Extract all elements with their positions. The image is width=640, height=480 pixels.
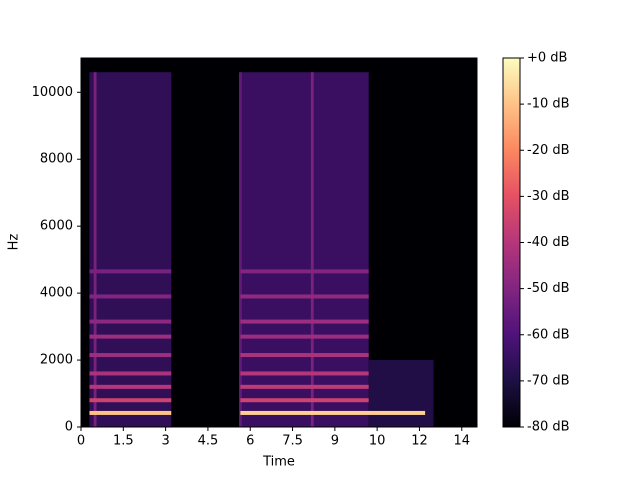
colorbar-tick-label: -40 dB — [527, 235, 570, 250]
colorbar-tick-label: -60 dB — [527, 327, 570, 342]
energy-region — [240, 72, 369, 427]
harmonic-band — [240, 398, 369, 403]
x-tick-label: 3 — [161, 434, 169, 449]
harmonic-band — [240, 269, 369, 274]
energy-region — [310, 72, 314, 427]
x-tick-label: 10 — [369, 434, 386, 449]
harmonic-band — [240, 319, 369, 324]
y-tick-label: 0 — [65, 420, 73, 435]
colorbar-tick-label: -70 dB — [527, 373, 570, 388]
energy-region — [238, 72, 242, 427]
x-tick-label: 14 — [453, 434, 470, 449]
colorbar-tick-label: -20 dB — [527, 143, 570, 158]
harmonic-band — [240, 371, 369, 376]
harmonic-band — [89, 294, 172, 299]
x-tick-label: 0 — [77, 434, 85, 449]
harmonic-band — [89, 384, 172, 389]
harmonic-band — [89, 334, 172, 339]
harmonic-band — [89, 410, 172, 415]
y-tick-label: 4000 — [40, 286, 73, 301]
harmonic-band — [89, 319, 172, 324]
colorbar — [502, 57, 521, 428]
colorbar-tick-label: -50 dB — [527, 281, 570, 296]
harmonic-band — [89, 269, 172, 274]
y-tick-label: 6000 — [40, 219, 73, 234]
colorbar-tick-label: -80 dB — [527, 420, 570, 435]
harmonic-band — [240, 353, 369, 358]
harmonic-band — [89, 353, 172, 358]
harmonic-band — [89, 398, 172, 403]
harmonic-band — [240, 294, 369, 299]
harmonic-band — [240, 410, 426, 415]
energy-region — [89, 72, 172, 427]
colorbar-tick-label: -30 dB — [527, 189, 570, 204]
plot-frame — [80, 57, 478, 428]
y-axis-label: Hz — [7, 234, 22, 251]
y-tick-label: 8000 — [40, 152, 73, 167]
harmonic-band — [240, 334, 369, 339]
x-tick-label: 9 — [331, 434, 339, 449]
x-axis-label: Time — [262, 455, 295, 470]
x-tick-label: 1.5 — [113, 434, 134, 449]
energy-region — [368, 360, 434, 427]
y-tick-label: 10000 — [32, 85, 73, 100]
y-tick-label: 2000 — [40, 353, 73, 368]
harmonic-band — [240, 384, 369, 389]
x-tick-label: 6 — [246, 434, 254, 449]
colorbar-tick-label: -10 dB — [527, 97, 570, 112]
energy-region — [93, 72, 97, 427]
harmonic-band — [89, 371, 172, 376]
colorbar-tick-label: +0 dB — [527, 51, 567, 66]
x-tick-label: 7.5 — [282, 434, 303, 449]
x-tick-label: 12 — [411, 434, 428, 449]
x-tick-label: 4.5 — [198, 434, 219, 449]
